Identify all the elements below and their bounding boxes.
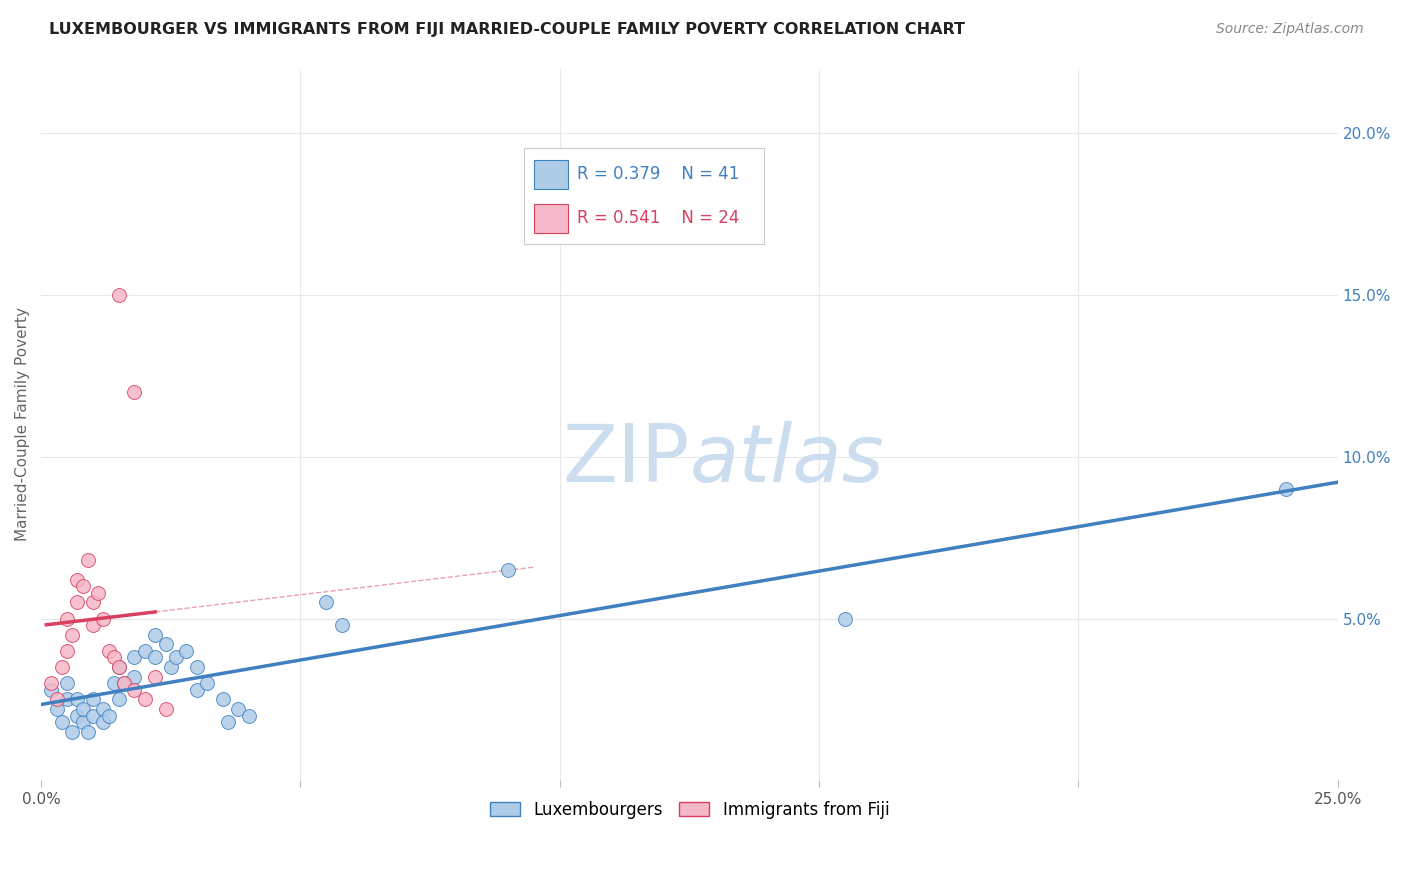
Point xyxy=(176,644,198,658)
Text: R = 0.541    N = 24: R = 0.541 N = 24 xyxy=(578,210,740,227)
Text: LUXEMBOURGER VS IMMIGRANTS FROM FIJI MARRIED-COUPLE FAMILY POVERTY CORRELATION C: LUXEMBOURGER VS IMMIGRANTS FROM FIJI MAR… xyxy=(49,22,965,37)
Point xyxy=(56,676,79,690)
Point xyxy=(93,611,115,625)
Point xyxy=(124,385,146,400)
Point xyxy=(45,702,67,716)
Point xyxy=(165,650,187,665)
Point xyxy=(834,611,856,625)
Point xyxy=(56,692,79,706)
Point xyxy=(66,595,89,609)
Point xyxy=(60,628,83,642)
Point xyxy=(108,660,131,674)
Point xyxy=(97,708,120,723)
Point xyxy=(159,660,181,674)
Point xyxy=(66,692,89,706)
Point xyxy=(51,714,73,729)
Point xyxy=(72,579,94,593)
Text: atlas: atlas xyxy=(689,421,884,499)
Point xyxy=(108,692,131,706)
Point xyxy=(315,595,337,609)
Point xyxy=(93,714,115,729)
Point xyxy=(134,692,156,706)
Point xyxy=(211,692,233,706)
Point xyxy=(82,595,104,609)
Point xyxy=(155,702,177,716)
Point xyxy=(103,676,125,690)
Point xyxy=(217,714,239,729)
Bar xyxy=(534,160,568,188)
Point xyxy=(124,682,146,697)
Text: ZIP: ZIP xyxy=(562,421,689,499)
Y-axis label: Married-Couple Family Poverty: Married-Couple Family Poverty xyxy=(15,308,30,541)
Point xyxy=(108,660,131,674)
Point xyxy=(66,708,89,723)
Point xyxy=(66,573,89,587)
Point xyxy=(41,682,63,697)
Point xyxy=(60,724,83,739)
Point xyxy=(56,611,79,625)
Point xyxy=(330,618,353,632)
Point xyxy=(82,618,104,632)
Point xyxy=(76,724,98,739)
Point xyxy=(41,676,63,690)
Legend: Luxembourgers, Immigrants from Fiji: Luxembourgers, Immigrants from Fiji xyxy=(484,794,896,825)
Point xyxy=(87,585,110,599)
Point xyxy=(143,670,166,684)
Point xyxy=(82,708,104,723)
Point xyxy=(112,676,135,690)
Text: Source: ZipAtlas.com: Source: ZipAtlas.com xyxy=(1216,22,1364,37)
Point xyxy=(143,650,166,665)
Point xyxy=(56,644,79,658)
Point xyxy=(496,563,519,577)
Point xyxy=(76,553,98,567)
Point xyxy=(195,676,218,690)
Point xyxy=(103,650,125,665)
Point xyxy=(238,708,260,723)
Point xyxy=(134,644,156,658)
Point xyxy=(155,637,177,651)
Point xyxy=(226,702,249,716)
Point xyxy=(124,670,146,684)
Text: R = 0.379    N = 41: R = 0.379 N = 41 xyxy=(578,165,740,183)
Point xyxy=(143,628,166,642)
Point xyxy=(97,644,120,658)
Point xyxy=(112,676,135,690)
Point xyxy=(186,682,208,697)
Point xyxy=(45,692,67,706)
Point xyxy=(124,650,146,665)
Point xyxy=(82,692,104,706)
Point xyxy=(186,660,208,674)
Bar xyxy=(534,204,568,233)
Point xyxy=(72,714,94,729)
Point xyxy=(93,702,115,716)
Point xyxy=(1275,482,1298,496)
Point xyxy=(108,288,131,302)
Point xyxy=(72,702,94,716)
Point xyxy=(51,660,73,674)
